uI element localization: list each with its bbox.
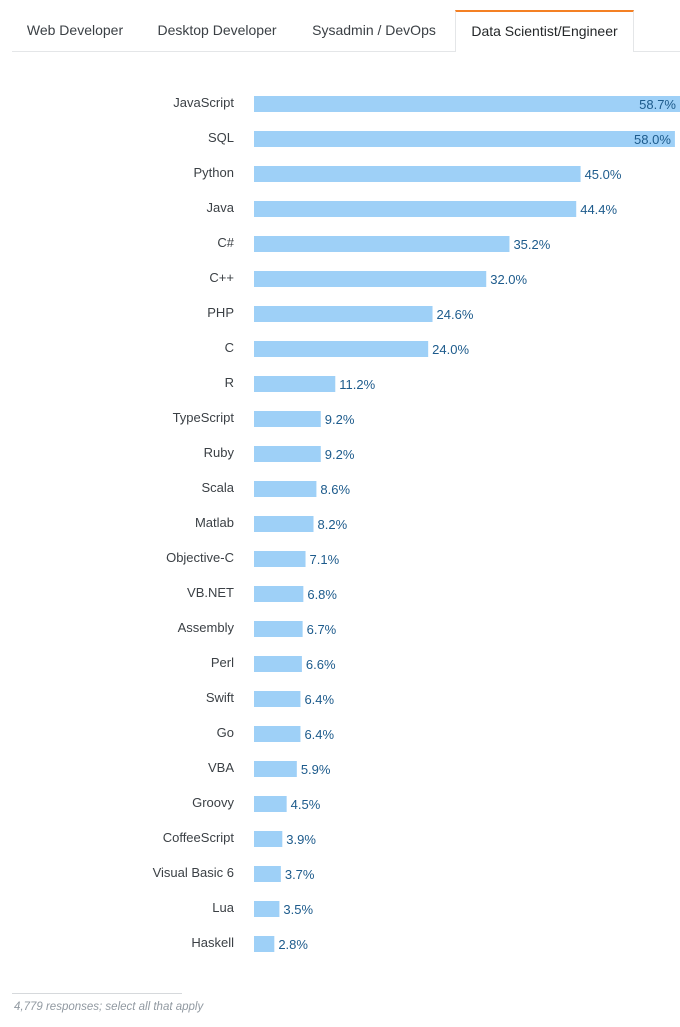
bar-chart: JavaScript 58.7% SQL 58.0% Python 45.0% Java 44… <box>153 95 680 952</box>
bar-matlab <box>254 516 314 532</box>
value-label-objective-c: 7.1% <box>310 552 340 567</box>
category-label-groovy: Groovy <box>192 795 234 810</box>
bar-haskell <box>254 936 275 952</box>
category-label-typescript: TypeScript <box>173 410 235 425</box>
category-label-lua: Lua <box>212 900 234 915</box>
value-label-cplusplus: 32.0% <box>490 272 527 287</box>
tab-sysadmin-devops[interactable]: Sysadmin / DevOps <box>312 22 436 38</box>
bar-vba <box>254 761 297 777</box>
category-label-go: Go <box>217 725 234 740</box>
value-label-coffeescript: 3.9% <box>286 832 316 847</box>
value-label-go: 6.4% <box>304 727 334 742</box>
responses-note: 4,779 responses; select all that apply <box>14 1001 204 1013</box>
category-label-scala: Scala <box>201 480 234 495</box>
category-label-php: PHP <box>207 305 234 320</box>
bar-swift <box>254 691 301 707</box>
value-label-matlab: 8.2% <box>318 517 348 532</box>
category-label-csharp: C# <box>217 235 234 250</box>
value-label-lua: 3.5% <box>283 902 313 917</box>
bar-php <box>254 306 433 322</box>
bar-lua <box>254 901 280 917</box>
category-label-visual-basic-6: Visual Basic 6 <box>153 865 234 880</box>
category-label-vb-net: VB.NET <box>187 585 234 600</box>
value-label-ruby: 9.2% <box>325 447 355 462</box>
bar-groovy <box>254 796 287 812</box>
category-label-python: Python <box>194 165 234 180</box>
bar-perl <box>254 656 302 672</box>
value-label-haskell: 2.8% <box>278 937 308 952</box>
category-label-matlab: Matlab <box>195 515 234 530</box>
category-label-java: Java <box>207 200 235 215</box>
chart-panel: JavaScript 58.7% SQL 58.0% Python 45.0% Java 44… <box>12 52 680 992</box>
category-label-assembly: Assembly <box>178 620 235 635</box>
bar-vb-net <box>254 586 304 602</box>
category-label-objective-c: Objective-C <box>166 550 234 565</box>
bar-coffeescript <box>254 831 283 847</box>
value-label-python: 45.0% <box>585 167 622 182</box>
category-label-coffeescript: CoffeeScript <box>163 830 235 845</box>
value-label-vb-net: 6.8% <box>307 587 337 602</box>
value-label-vba: 5.9% <box>301 762 331 777</box>
value-label-csharp: 35.2% <box>513 237 550 252</box>
bar-cplusplus <box>254 271 487 287</box>
tab-desktop-developer[interactable]: Desktop Developer <box>157 22 277 38</box>
tab-bar: Web Developer Desktop Developer Sysadmin… <box>12 10 680 53</box>
value-label-groovy: 4.5% <box>291 797 321 812</box>
footer-divider <box>12 993 182 994</box>
bar-objective-c <box>254 551 306 567</box>
value-label-scala: 8.6% <box>320 482 350 497</box>
category-label-perl: Perl <box>211 655 234 670</box>
category-label-haskell: Haskell <box>191 935 234 950</box>
tab-web-developer[interactable]: Web Developer <box>26 22 124 38</box>
value-label-r: 11.2% <box>339 377 375 392</box>
value-label-swift: 6.4% <box>304 692 334 707</box>
bar-go <box>254 726 301 742</box>
category-label-vba: VBA <box>208 760 234 775</box>
tab-data-scientist-engineer[interactable]: Data Scientist/Engineer <box>455 10 634 53</box>
bar-typescript <box>254 411 321 427</box>
value-label-php: 24.6% <box>437 307 474 322</box>
value-label-java: 44.4% <box>580 202 617 217</box>
bar-javascript <box>254 96 680 112</box>
value-label-sql: 58.0% <box>634 132 671 147</box>
bar-r <box>254 376 336 392</box>
category-label-swift: Swift <box>206 690 235 705</box>
category-label-r: R <box>225 375 234 390</box>
category-label-sql: SQL <box>208 130 234 145</box>
bar-sql <box>254 131 675 147</box>
value-label-perl: 6.6% <box>306 657 336 672</box>
category-label-ruby: Ruby <box>204 445 235 460</box>
bar-java <box>254 201 577 217</box>
category-label-c: C <box>225 340 234 355</box>
bar-visual-basic-6 <box>254 866 281 882</box>
value-label-javascript: 58.7% <box>639 97 676 112</box>
value-label-visual-basic-6: 3.7% <box>285 867 315 882</box>
bar-assembly <box>254 621 303 637</box>
category-label-cplusplus: C++ <box>209 270 234 285</box>
value-label-assembly: 6.7% <box>307 622 337 637</box>
bar-python <box>254 166 581 182</box>
bar-c <box>254 341 429 357</box>
category-label-javascript: JavaScript <box>173 95 234 110</box>
value-label-c: 24.0% <box>432 342 469 357</box>
bar-scala <box>254 481 317 497</box>
value-label-typescript: 9.2% <box>325 412 355 427</box>
bar-ruby <box>254 446 321 462</box>
bar-csharp <box>254 236 510 252</box>
